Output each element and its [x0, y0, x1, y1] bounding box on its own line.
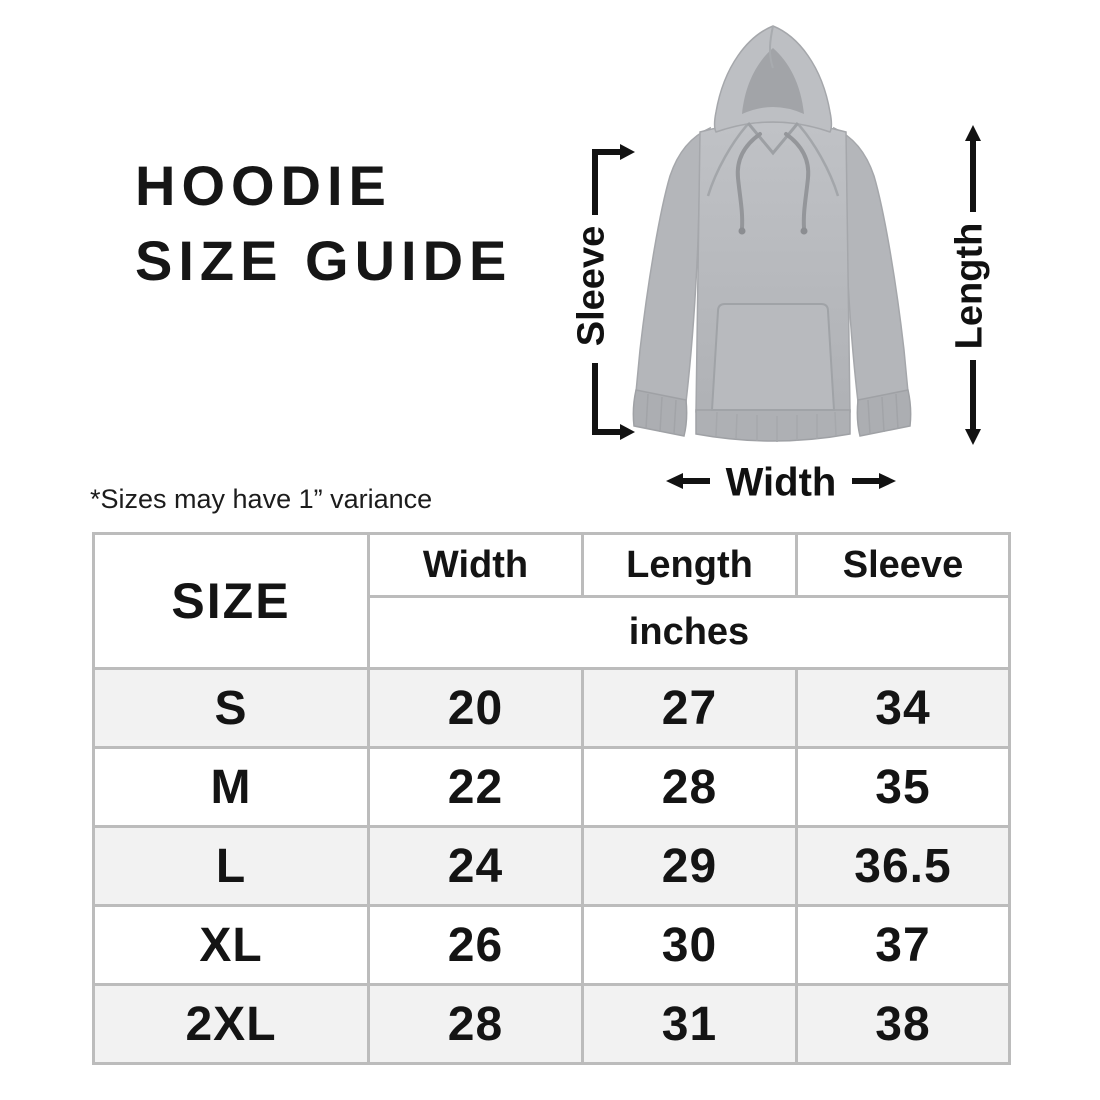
sleeve-value: 35 — [795, 746, 1011, 828]
hoodie-drawstring-right — [784, 132, 811, 230]
width-measure-label: Width — [725, 460, 837, 505]
measurement-arrows — [592, 125, 981, 489]
table-row-m: M 22 28 35 — [92, 746, 1011, 828]
width-value: 20 — [367, 667, 584, 749]
sleeve-column-header: Sleeve — [795, 532, 1011, 598]
hoodie-hem-ribs — [715, 411, 837, 442]
variance-note: *Sizes may have 1” variance — [90, 484, 433, 514]
units-header: inches — [367, 595, 1011, 670]
table-row-xl: XL 26 30 37 — [92, 904, 1011, 986]
hoodie-illustration — [632, 25, 912, 442]
hoodie-neck-seam — [746, 122, 800, 156]
title-line-2: SIZE GUIDE — [135, 229, 513, 292]
sleeve-measure-bracket — [592, 144, 635, 440]
size-value: S — [92, 667, 370, 749]
width-measure-arrows — [666, 473, 896, 489]
width-column-header: Width — [367, 532, 584, 598]
page-title: HOODIE SIZE GUIDE — [135, 148, 512, 298]
length-value: 27 — [581, 667, 798, 749]
width-value: 22 — [367, 746, 584, 828]
width-value: 24 — [367, 825, 584, 907]
table-header-row: SIZE Width Length Sleeve — [92, 532, 1011, 670]
hoodie-drawstring-left — [735, 132, 762, 230]
sleeve-value: 34 — [795, 667, 1011, 749]
sleeve-measure-label: Sleeve — [570, 225, 613, 347]
size-column-header: SIZE — [92, 532, 370, 670]
hoodie-hood-lining — [742, 48, 804, 114]
sleeve-value: 36.5 — [795, 825, 1011, 907]
width-value: 28 — [367, 983, 584, 1065]
table-row-s: S 20 27 34 — [92, 667, 1011, 749]
size-table: SIZE Width Length Sleeve inches S 20 27 … — [92, 532, 1011, 1065]
sleeve-value: 37 — [795, 904, 1011, 986]
hoodie-hem-band — [695, 409, 851, 442]
hoodie-aglet-left — [738, 227, 746, 235]
table-row-2xl: 2XL 28 31 38 — [92, 983, 1011, 1065]
length-measure-arrow — [965, 125, 981, 445]
length-value: 28 — [581, 746, 798, 828]
length-value: 30 — [581, 904, 798, 986]
table-units-row: inches — [94, 595, 1011, 670]
hoodie-hood-fold — [769, 25, 774, 69]
length-value: 29 — [581, 825, 798, 907]
sleeve-value: 38 — [795, 983, 1011, 1065]
length-measure-label: Length — [948, 222, 991, 350]
title-line-1: HOODIE — [135, 154, 392, 217]
hoodie-pocket — [710, 303, 836, 411]
size-value: M — [92, 746, 370, 828]
hoodie-cuff-ribs — [645, 393, 899, 435]
length-value: 31 — [581, 983, 798, 1065]
table-row-l: L 24 29 36.5 — [92, 825, 1011, 907]
size-value: 2XL — [92, 983, 370, 1065]
hoodie-aglet-right — [800, 227, 808, 235]
hoodie-measurement-diagram: Sleeve Length Width — [560, 0, 1100, 525]
size-value: L — [92, 825, 370, 907]
hoodie-left-sleeve — [635, 126, 712, 403]
width-value: 26 — [367, 904, 584, 986]
length-column-header: Length — [581, 532, 798, 598]
size-value: XL — [92, 904, 370, 986]
hoodie-raglan-seams — [706, 123, 840, 197]
